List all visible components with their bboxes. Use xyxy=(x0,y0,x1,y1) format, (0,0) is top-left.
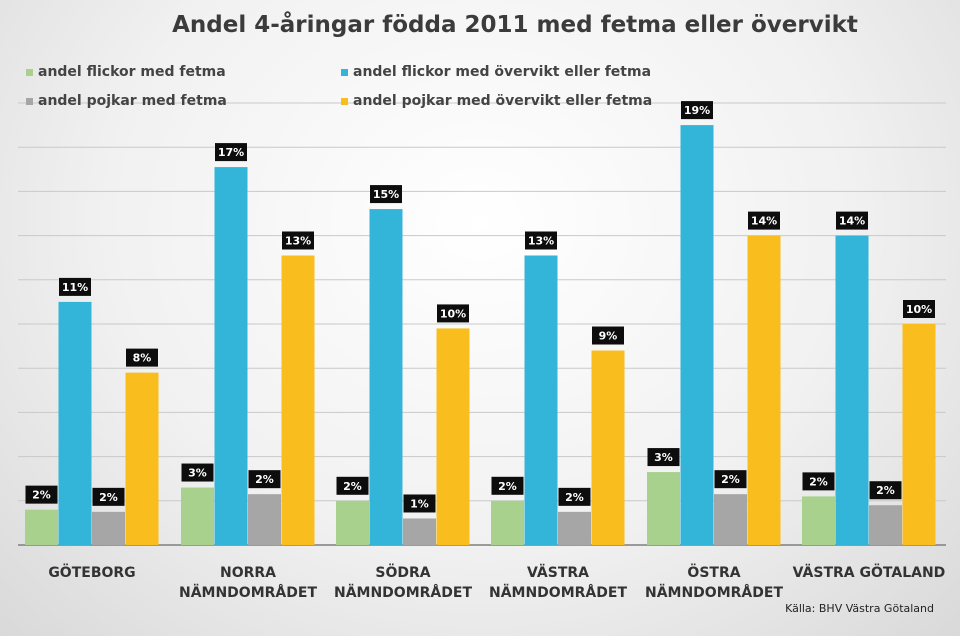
data-label: 9% xyxy=(599,330,618,343)
x-axis: GÖTEBORG NORRA NÄMNDOMRÅDET SÖDRA NÄMNDOMRÅD… xyxy=(48,563,945,601)
legend-swatch xyxy=(26,69,33,76)
data-label: 15% xyxy=(373,188,399,201)
chart-title: Andel 4-åringar födda 2011 med fetma ell… xyxy=(172,11,858,38)
bar xyxy=(125,372,159,545)
bar xyxy=(647,472,680,545)
data-label-box xyxy=(437,304,469,323)
data-label: 2% xyxy=(343,480,362,493)
bar xyxy=(524,255,558,546)
data-label-box xyxy=(836,211,868,230)
category-label: ÖSTRA NÄMNDOMRÅDET xyxy=(645,563,783,601)
data-label-box xyxy=(126,348,158,367)
category-label: VÄSTRA GÖTALAND xyxy=(793,563,946,581)
bar xyxy=(181,487,214,545)
data-label-box xyxy=(802,472,835,491)
bar xyxy=(436,328,470,545)
data-label-box xyxy=(525,231,557,250)
data-label-box xyxy=(248,470,281,489)
legend-entry: andel flickor med fetma xyxy=(38,64,226,80)
bar xyxy=(92,511,125,545)
data-label: 2% xyxy=(876,484,895,497)
data-label: 13% xyxy=(528,234,554,247)
bar xyxy=(558,511,591,545)
bar xyxy=(869,505,902,545)
bar xyxy=(248,494,281,545)
data-label: 13% xyxy=(285,234,311,247)
data-labels: 2% 11% 2% 8% 3% 17% 2% 13% 2% 15% 1% 10% 2% 13% 2% 9% 3%… xyxy=(25,101,935,513)
data-label: 10% xyxy=(440,307,466,320)
legend-entry: andel pojkar med övervikt eller fetma xyxy=(353,93,652,109)
gridlines xyxy=(18,102,946,546)
bar xyxy=(281,255,315,546)
data-label-box xyxy=(181,463,214,482)
data-label: 14% xyxy=(839,215,865,228)
bars xyxy=(25,125,936,546)
source-note: Källa: BHV Västra Götaland xyxy=(785,602,934,615)
data-label: 2% xyxy=(809,475,828,488)
bar xyxy=(835,235,869,545)
data-label-box xyxy=(282,231,314,250)
data-label-box xyxy=(748,211,780,230)
data-label: 10% xyxy=(906,303,932,316)
data-label-box xyxy=(592,326,624,345)
data-label: 3% xyxy=(654,451,673,464)
data-label: 2% xyxy=(498,480,517,493)
bar xyxy=(214,167,248,545)
category-label: GÖTEBORG xyxy=(48,563,135,581)
legend: andel flickor med fetma andel flickor med… xyxy=(26,64,652,109)
bar xyxy=(591,350,625,545)
data-label-box xyxy=(681,101,713,120)
bar xyxy=(25,509,58,545)
category-label: VÄSTRA NÄMNDOMRÅDET xyxy=(489,564,627,601)
data-label: 3% xyxy=(188,467,207,480)
bar xyxy=(58,301,92,545)
data-label-box xyxy=(869,481,902,500)
data-label: 8% xyxy=(133,352,152,365)
data-label-box xyxy=(92,487,125,506)
data-label: 2% xyxy=(565,491,584,504)
legend-entry: andel flickor med övervikt eller fetma xyxy=(353,64,651,80)
legend-swatch xyxy=(26,98,33,105)
bar xyxy=(714,494,747,545)
category-label: SÖDRA NÄMNDOMRÅDET xyxy=(334,563,472,601)
bar xyxy=(747,235,781,545)
data-label-box xyxy=(558,487,591,506)
data-label-box xyxy=(336,476,369,495)
data-label: 2% xyxy=(99,491,118,504)
bar xyxy=(369,209,403,545)
data-label-box xyxy=(491,476,524,495)
bar xyxy=(403,518,436,545)
legend-swatch xyxy=(341,69,348,76)
data-label-box xyxy=(59,277,91,296)
data-label-box xyxy=(370,185,402,204)
data-label: 11% xyxy=(62,281,88,294)
legend-entry: andel pojkar med fetma xyxy=(38,93,227,109)
bar xyxy=(802,496,835,545)
data-label: 1% xyxy=(410,497,429,510)
data-label: 19% xyxy=(684,104,710,117)
legend-swatch xyxy=(341,98,348,105)
data-label: 2% xyxy=(255,473,274,486)
category-label: NORRA NÄMNDOMRÅDET xyxy=(179,565,317,601)
data-label-box xyxy=(403,494,436,513)
data-label: 2% xyxy=(32,489,51,502)
data-label: 17% xyxy=(218,146,244,159)
data-label-box xyxy=(903,300,935,318)
data-label-box xyxy=(25,485,58,504)
data-label-box xyxy=(215,143,247,162)
data-label-box xyxy=(647,448,680,467)
data-label-box xyxy=(714,470,747,489)
data-label: 14% xyxy=(751,215,777,228)
bar xyxy=(491,500,524,545)
data-label: 2% xyxy=(721,473,740,486)
bar xyxy=(336,500,369,545)
bar xyxy=(902,324,936,545)
bar xyxy=(680,125,714,545)
